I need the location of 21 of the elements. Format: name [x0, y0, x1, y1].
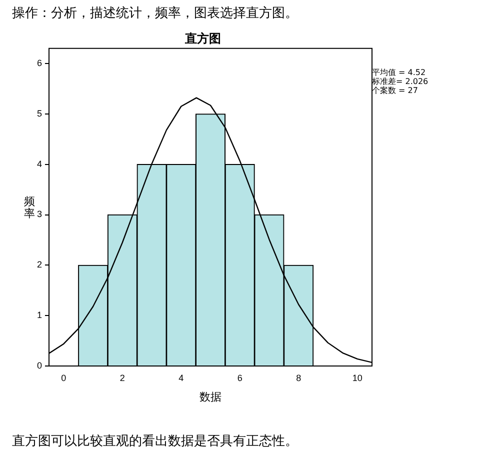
text: 操作：分析，描述统计，频率，图表选择直方图。 [12, 5, 298, 22]
text: 直方图可以比较直观的看出数据是否具有正态性。 [12, 433, 298, 450]
y-tick-label: 0 [36, 360, 42, 370]
y-tick-label: 6 [36, 58, 42, 68]
y-axis-title: 频率 [24, 195, 36, 220]
y-tick-label: 3 [36, 209, 42, 220]
x-tick-label: 4 [178, 372, 184, 383]
y-tick-label: 5 [36, 108, 42, 118]
y-tick-label: 1 [36, 310, 42, 320]
annotation: 个案数 = 27 [372, 86, 419, 95]
x-tick-label: 0 [61, 372, 66, 383]
x-tick-label: 2 [120, 372, 125, 383]
y-tick-label: 4 [36, 158, 42, 169]
chart-title: 直方图 [184, 31, 221, 46]
annotation: 平均值 = 4.52 [372, 68, 427, 77]
x-axis-title: 数据 [200, 391, 222, 404]
y-tick-label: 2 [36, 260, 42, 270]
annotation: 标准差= 2.026 [372, 77, 428, 86]
x-tick-label: 8 [296, 372, 302, 383]
x-tick-label: 10 [352, 372, 362, 383]
x-tick-label: 6 [237, 372, 242, 383]
